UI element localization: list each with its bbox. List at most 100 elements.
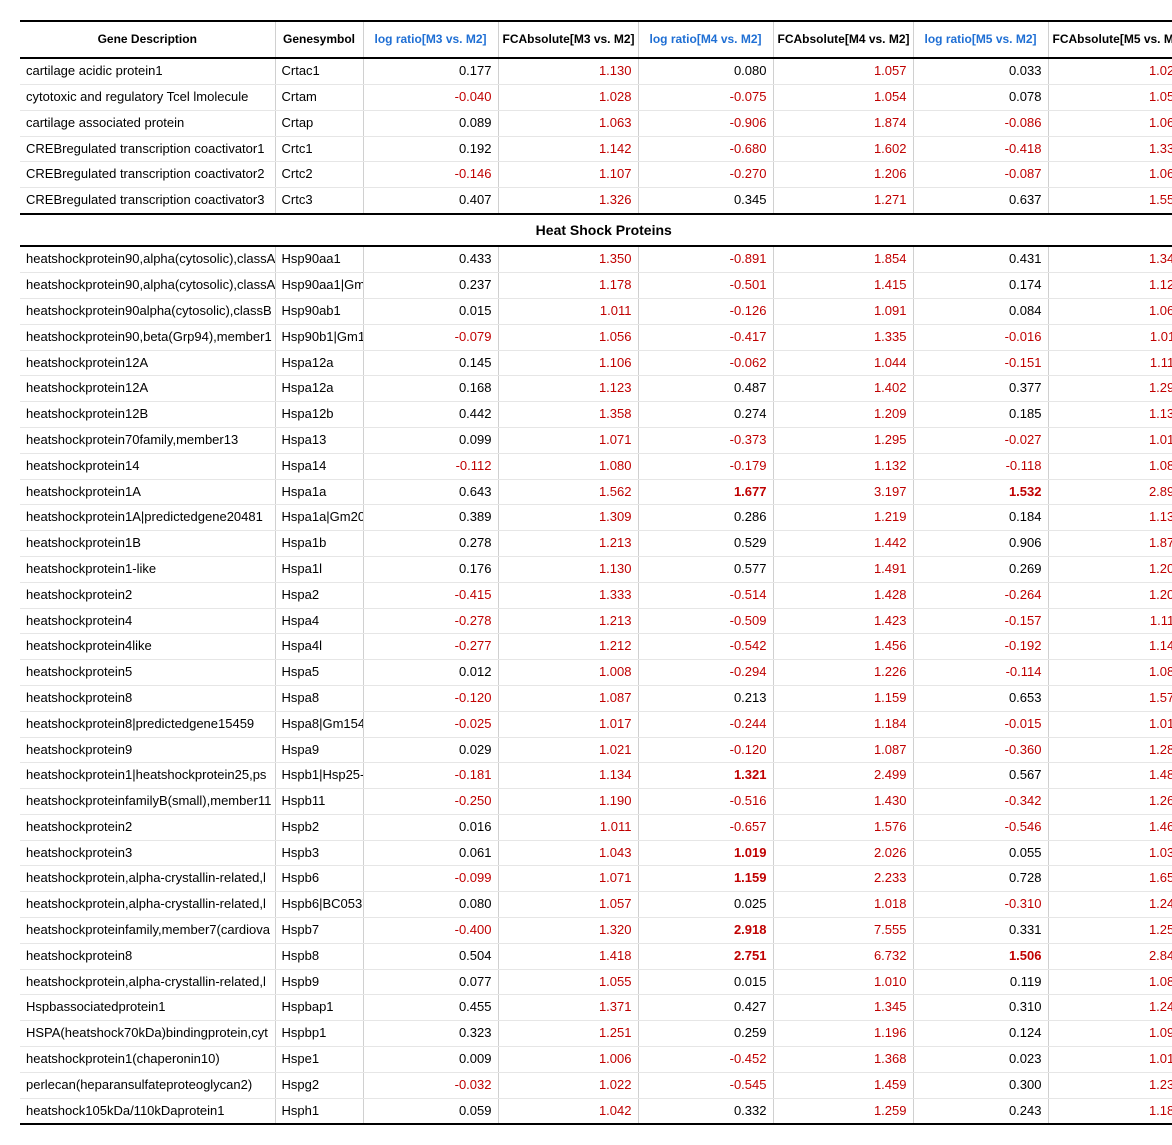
- cell-gene-description: cartilage acidic protein1: [20, 58, 275, 84]
- cell-fcabsolute: 1.136: [1048, 505, 1172, 531]
- cell-fcabsolute: 1.348: [1048, 246, 1172, 272]
- table-row: CREBregulated transcription coactivator3…: [20, 188, 1172, 214]
- cell-genesymbol: Hsp90ab1: [275, 298, 363, 324]
- table-row: heatshockprotein90,beta(Grp94),member1Hs…: [20, 324, 1172, 350]
- cell-fcabsolute: 1.021: [498, 737, 638, 763]
- cell-logratio: 0.278: [363, 531, 498, 557]
- cell-fcabsolute: 1.442: [773, 531, 913, 557]
- cell-fcabsolute: 1.042: [498, 1098, 638, 1124]
- cell-logratio: -0.192: [913, 634, 1048, 660]
- cell-genesymbol: Hspa1b: [275, 531, 363, 557]
- cell-gene-description: cartilage associated protein: [20, 110, 275, 136]
- cell-gene-description: heatshockprotein8: [20, 943, 275, 969]
- cell-logratio: 0.433: [363, 246, 498, 272]
- cell-fcabsolute: 1.874: [773, 110, 913, 136]
- cell-fcabsolute: 1.060: [1048, 298, 1172, 324]
- cell-logratio: -0.906: [638, 110, 773, 136]
- table-row: heatshock105kDa/110kDaprotein1Hsph10.059…: [20, 1098, 1172, 1124]
- table-row: heatshockprotein8|predictedgene15459Hspa…: [20, 711, 1172, 737]
- table-body-group1: cartilage acidic protein1Crtac10.1771.13…: [20, 58, 1172, 214]
- cell-logratio: -0.680: [638, 136, 773, 162]
- cell-genesymbol: Hsp90b1|Gm1: [275, 324, 363, 350]
- cell-logratio: 0.124: [913, 1021, 1048, 1047]
- cell-fcabsolute: 1.062: [1048, 162, 1172, 188]
- cell-logratio: 0.643: [363, 479, 498, 505]
- cell-logratio: -0.151: [913, 350, 1048, 376]
- table-row: CREBregulated transcription coactivator1…: [20, 136, 1172, 162]
- cell-fcabsolute: 1.240: [1048, 892, 1172, 918]
- cell-fcabsolute: 1.258: [1048, 918, 1172, 944]
- cell-fcabsolute: 1.011: [1048, 324, 1172, 350]
- cell-fcabsolute: 1.562: [498, 479, 638, 505]
- cell-fcabsolute: 1.011: [498, 298, 638, 324]
- cell-logratio: -0.114: [913, 660, 1048, 686]
- cell-fcabsolute: 1.057: [773, 58, 913, 84]
- table-row: perlecan(heparansulfateproteoglycan2)Hsp…: [20, 1072, 1172, 1098]
- cell-logratio: 0.016: [363, 814, 498, 840]
- col-logratio-m5: log ratio[M5 vs. M2]: [913, 21, 1048, 58]
- cell-gene-description: heatshockprotein12B: [20, 402, 275, 428]
- cell-logratio: 0.455: [363, 995, 498, 1021]
- cell-logratio: 1.677: [638, 479, 773, 505]
- cell-fcabsolute: 1.044: [773, 350, 913, 376]
- section-header-label: Heat Shock Proteins: [20, 214, 1172, 246]
- cell-fcabsolute: 1.110: [1048, 350, 1172, 376]
- cell-gene-description: heatshockprotein14: [20, 453, 275, 479]
- cell-fcabsolute: 1.010: [1048, 711, 1172, 737]
- cell-genesymbol: Hsph1: [275, 1098, 363, 1124]
- cell-logratio: 0.259: [638, 1021, 773, 1047]
- cell-genesymbol: Hspa4l: [275, 634, 363, 660]
- table-row: heatshockprotein8Hspa8-0.1201.0870.2131.…: [20, 685, 1172, 711]
- cell-fcabsolute: 1.200: [1048, 582, 1172, 608]
- cell-fcabsolute: 1.184: [1048, 1098, 1172, 1124]
- cell-logratio: 0.184: [913, 505, 1048, 531]
- cell-logratio: 0.529: [638, 531, 773, 557]
- cell-fcabsolute: 1.130: [498, 58, 638, 84]
- cell-logratio: 0.078: [913, 84, 1048, 110]
- cell-genesymbol: Crtap: [275, 110, 363, 136]
- cell-genesymbol: Hspa8: [275, 685, 363, 711]
- cell-logratio: 0.185: [913, 402, 1048, 428]
- cell-fcabsolute: 1.572: [1048, 685, 1172, 711]
- cell-fcabsolute: 1.283: [1048, 737, 1172, 763]
- cell-logratio: -0.126: [638, 298, 773, 324]
- col-fcabs-m4: FCAbsolute[M4 vs. M2]: [773, 21, 913, 58]
- cell-gene-description: heatshockprotein90,alpha(cytosolic),clas…: [20, 273, 275, 299]
- cell-logratio: -0.146: [363, 162, 498, 188]
- cell-fcabsolute: 1.459: [773, 1072, 913, 1098]
- cell-gene-description: heatshockprotein3: [20, 840, 275, 866]
- cell-logratio: 0.145: [363, 350, 498, 376]
- cell-logratio: -0.545: [638, 1072, 773, 1098]
- cell-fcabsolute: 1.008: [498, 660, 638, 686]
- cell-logratio: 0.077: [363, 969, 498, 995]
- cell-logratio: 0.269: [913, 556, 1048, 582]
- cell-fcabsolute: 1.006: [498, 1047, 638, 1073]
- table-row: heatshockprotein4likeHspa4l-0.2771.212-0…: [20, 634, 1172, 660]
- cell-genesymbol: Hspb8: [275, 943, 363, 969]
- table-row: heatshockprotein1A|predictedgene20481Hsp…: [20, 505, 1172, 531]
- table-row: heatshockprotein12AHspa12a0.1451.106-0.0…: [20, 350, 1172, 376]
- cell-logratio: 0.577: [638, 556, 773, 582]
- cell-logratio: -0.417: [638, 324, 773, 350]
- cell-fcabsolute: 1.295: [773, 427, 913, 453]
- cell-fcabsolute: 1.087: [773, 737, 913, 763]
- table-body-group2: heatshockprotein90,alpha(cytosolic),clas…: [20, 246, 1172, 1124]
- cell-genesymbol: Hspe1: [275, 1047, 363, 1073]
- cell-logratio: 0.345: [638, 188, 773, 214]
- cell-gene-description: CREBregulated transcription coactivator3: [20, 188, 275, 214]
- cell-logratio: -0.118: [913, 453, 1048, 479]
- cell-fcabsolute: 1.268: [1048, 789, 1172, 815]
- table-row: heatshockprotein1-likeHspa1l0.1761.1300.…: [20, 556, 1172, 582]
- cell-gene-description: heatshockprotein8: [20, 685, 275, 711]
- cell-gene-description: heatshockprotein1B: [20, 531, 275, 557]
- table-row: heatshockprotein90,alpha(cytosolic),clas…: [20, 273, 1172, 299]
- cell-fcabsolute: 1.481: [1048, 763, 1172, 789]
- table-row: heatshockproteinfamily,member7(cardiovaH…: [20, 918, 1172, 944]
- cell-logratio: -0.360: [913, 737, 1048, 763]
- cell-logratio: -0.016: [913, 324, 1048, 350]
- cell-fcabsolute: 1.178: [498, 273, 638, 299]
- cell-gene-description: heatshockprotein1-like: [20, 556, 275, 582]
- cell-fcabsolute: 1.087: [498, 685, 638, 711]
- cell-fcabsolute: 1.086: [1048, 969, 1172, 995]
- table-row: cartilage acidic protein1Crtac10.1771.13…: [20, 58, 1172, 84]
